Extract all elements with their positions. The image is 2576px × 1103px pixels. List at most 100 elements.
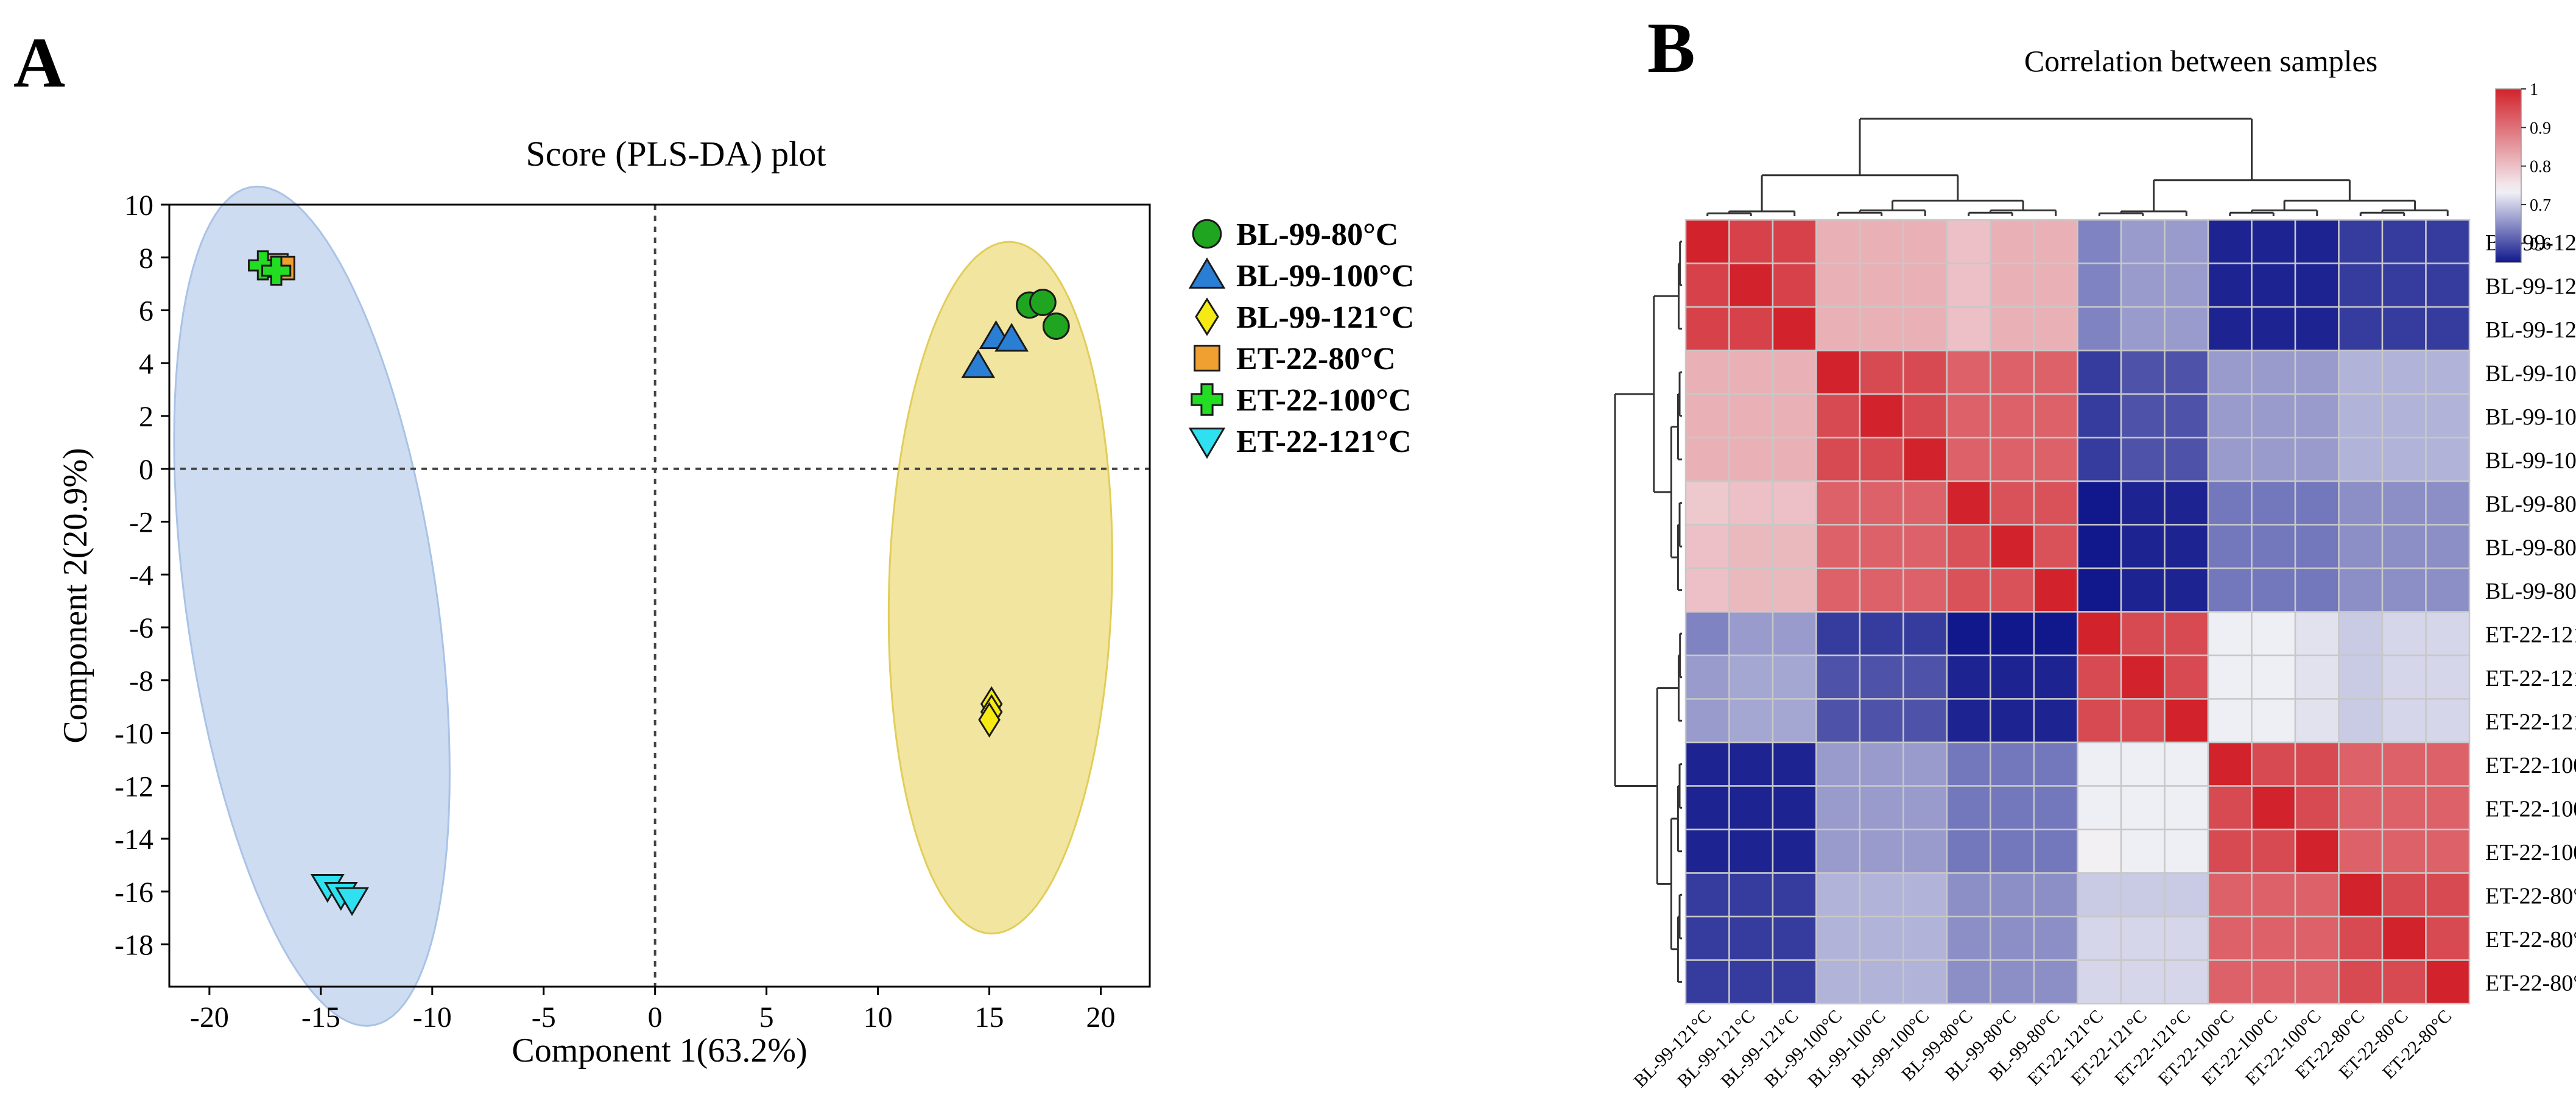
heatmap-cell bbox=[2033, 567, 2078, 613]
heatmap-cell bbox=[1772, 654, 1817, 700]
heatmap-cell bbox=[2033, 393, 2078, 439]
heatmap-cell bbox=[2164, 959, 2209, 1005]
heatmap-cell bbox=[2077, 350, 2122, 395]
heatmap-cell bbox=[2207, 524, 2253, 569]
y-tick-label: 10 bbox=[124, 189, 153, 222]
row-label: BL-99-80°C bbox=[2485, 579, 2576, 604]
heatmap-cell bbox=[2381, 611, 2427, 657]
heatmap-cell bbox=[1728, 872, 1774, 918]
heatmap-cell bbox=[2207, 437, 2253, 482]
heatmap-cell bbox=[2251, 350, 2296, 395]
heatmap-cell bbox=[1902, 915, 1948, 961]
heatmap-cell bbox=[2381, 567, 2427, 613]
heatmap-cell bbox=[1684, 219, 1730, 264]
heatmap-cell bbox=[1815, 480, 1861, 526]
heatmap-cell bbox=[1772, 828, 1817, 874]
heatmap-cell bbox=[1815, 219, 1861, 264]
row-labels: BL-99-121°CBL-99-121°CBL-99-121°CBL-99-1… bbox=[2485, 230, 2576, 996]
heatmap-cell bbox=[2381, 959, 2427, 1005]
heatmap-cell bbox=[2294, 393, 2340, 439]
heatmap-cell bbox=[1684, 785, 1730, 831]
heatmap-cell bbox=[2425, 698, 2471, 744]
heatmap-cell bbox=[1815, 350, 1861, 395]
heatmap-cell bbox=[1859, 306, 1904, 351]
x-tick-label: -10 bbox=[413, 1001, 452, 1034]
heatmap-cell bbox=[2164, 611, 2209, 657]
heatmap-cell bbox=[2294, 611, 2340, 657]
heatmap-cell bbox=[1946, 524, 1991, 569]
y-axis-ticks: 10 8 6 4 2 0 -2 -4 -6 -8 -10 -12 -14 -16 -18 bbox=[114, 189, 169, 962]
heatmap-cell bbox=[1728, 698, 1774, 744]
heatmap-cell bbox=[1946, 567, 1991, 613]
heatmap-cell bbox=[1946, 741, 1991, 787]
heatmap-cell bbox=[1815, 263, 1861, 308]
heatmap-cell bbox=[2077, 698, 2122, 744]
y-tick-label: -12 bbox=[114, 770, 153, 803]
row-label: ET-22-80°C bbox=[2485, 883, 2576, 909]
heatmap-cell bbox=[2077, 263, 2122, 308]
heatmap-cell bbox=[1859, 611, 1904, 657]
panel-b: B Correlation between samples BL-99-121°… bbox=[1614, 8, 2576, 1091]
heatmap-cell bbox=[1684, 393, 1730, 439]
heatmap-cell bbox=[2338, 350, 2384, 395]
heatmap-cell bbox=[1902, 741, 1948, 787]
heatmap-cell bbox=[2425, 872, 2471, 918]
heatmap-cell bbox=[2338, 698, 2384, 744]
heatmap-cell bbox=[1728, 741, 1774, 787]
heatmap-cell bbox=[2381, 698, 2427, 744]
y-tick-label: -10 bbox=[114, 718, 153, 750]
heatmap-cell bbox=[1815, 654, 1861, 700]
heatmap-cell bbox=[1728, 567, 1774, 613]
legend-marker-bl-99-80-c bbox=[1192, 219, 1222, 249]
heatmap-cell bbox=[1772, 959, 1817, 1005]
heatmap-cell bbox=[2338, 567, 2384, 613]
heatmap-cell bbox=[1859, 654, 1904, 700]
colorbar: 1 0.9 0.8 0.7 0.6 bbox=[2495, 80, 2551, 263]
heatmap-cell bbox=[2381, 741, 2427, 787]
heatmap-cell bbox=[1772, 219, 1817, 264]
heatmap-cell bbox=[2120, 350, 2166, 395]
heatmap-cell bbox=[1772, 611, 1817, 657]
heatmap-cell bbox=[1684, 828, 1730, 874]
heatmap-cell bbox=[2077, 785, 2122, 831]
heatmap-cell bbox=[1815, 611, 1861, 657]
heatmap-cell bbox=[1990, 524, 2035, 569]
heatmap-cell bbox=[2381, 219, 2427, 264]
heatmap-cell bbox=[2294, 698, 2340, 744]
legend: BL-99-80°C BL-99-100°C BL-99-121°C ET-22-80… bbox=[1188, 217, 1414, 459]
heatmap-cell bbox=[1684, 524, 1730, 569]
heatmap-cell bbox=[2207, 480, 2253, 526]
heatmap-cell bbox=[2294, 872, 2340, 918]
row-label: ET-22-121°C bbox=[2485, 666, 2576, 691]
heatmap-cell bbox=[2120, 959, 2166, 1005]
heatmap-cell bbox=[1772, 524, 1817, 569]
heatmap-cell bbox=[1772, 306, 1817, 351]
point-bl-99-80-c-2 bbox=[1029, 289, 1057, 316]
heatmap-cell bbox=[2251, 698, 2296, 744]
row-label: ET-22-80°C bbox=[2485, 927, 2576, 953]
heatmap-cell bbox=[2338, 959, 2384, 1005]
row-label: ET-22-121°C bbox=[2485, 622, 2576, 647]
ellipse-layer bbox=[173, 185, 1113, 1027]
heatmap-cell bbox=[1684, 350, 1730, 395]
heatmap-cell bbox=[2251, 611, 2296, 657]
heatmap-cell bbox=[1728, 524, 1774, 569]
heatmap-cell bbox=[1772, 437, 1817, 482]
heatmap-cell bbox=[1946, 263, 1991, 308]
legend-marker-et-22-100-c bbox=[1191, 383, 1223, 416]
heatmap-cell bbox=[2207, 567, 2253, 613]
heatmap-cell bbox=[1990, 611, 2035, 657]
legend-marker-et-22-80-c bbox=[1194, 345, 1220, 372]
heatmap-cell bbox=[2425, 959, 2471, 1005]
y-tick-label: 8 bbox=[139, 242, 153, 275]
heatmap-cell bbox=[2164, 437, 2209, 482]
heatmap-cell bbox=[1728, 393, 1774, 439]
heatmap-cell bbox=[2033, 741, 2078, 787]
heatmap-cell bbox=[2338, 480, 2384, 526]
heatmap-cell bbox=[1684, 915, 1730, 961]
heatmap-cell bbox=[2120, 872, 2166, 918]
heatmap-cell bbox=[1902, 437, 1948, 482]
heatmap-cell bbox=[1684, 654, 1730, 700]
heatmap-cell bbox=[1772, 393, 1817, 439]
